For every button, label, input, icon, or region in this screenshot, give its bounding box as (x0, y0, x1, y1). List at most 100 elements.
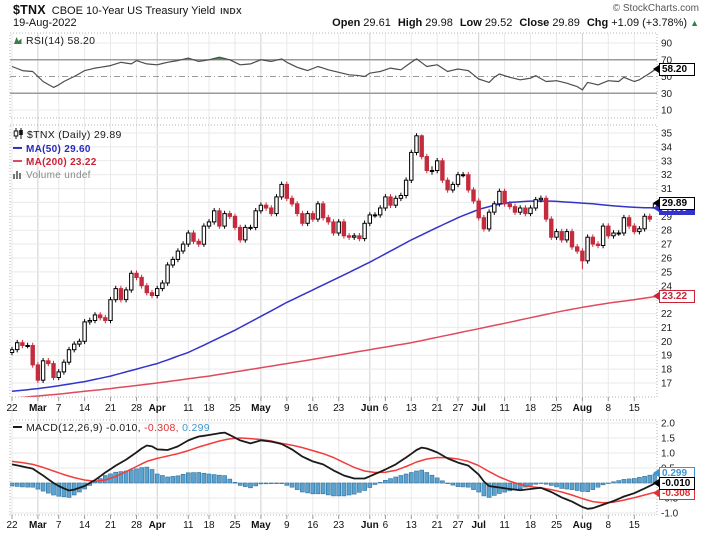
macd-hist-bar (154, 473, 160, 484)
candle-body (212, 210, 217, 223)
candle-body (383, 196, 388, 209)
candle-body (295, 203, 300, 215)
macd-hist-bar (590, 482, 596, 490)
candle-body (201, 225, 207, 245)
candle-body (103, 317, 108, 322)
candle-body (564, 231, 569, 241)
ma200-label: MA(200) 23.22 (26, 157, 97, 168)
candle-body (66, 349, 72, 363)
macd-hist-bar (611, 481, 616, 484)
candlestick-icon (13, 128, 24, 143)
x-tick-label: 13 (406, 403, 418, 414)
candle-body (72, 343, 77, 351)
macd-hist-bar (211, 474, 217, 484)
candle-body (222, 213, 227, 227)
macd-hist-bar (507, 482, 513, 492)
candle-body (538, 197, 544, 201)
x-tick-label: 23 (333, 403, 345, 414)
x-tick-label: 21 (432, 403, 444, 414)
candle-body (455, 174, 461, 185)
symbol: $TNX (13, 3, 46, 17)
volume-bars-icon (13, 170, 23, 183)
macd-hist-bar (30, 482, 36, 488)
x-tick-label: 28 (131, 520, 143, 531)
open-value: 29.61 (363, 17, 391, 29)
candle-body (445, 179, 450, 191)
macd-hist-bar (455, 482, 461, 487)
x-tick-label: 6 (383, 403, 389, 414)
price-legend-symbol-row: $TNX (Daily) 29.89 (13, 128, 122, 143)
macd-hist-bar (564, 482, 570, 490)
candle-body (40, 360, 46, 381)
x-tick-label: 28 (131, 403, 143, 414)
macd-hist-bar (320, 482, 326, 495)
x-tick-label: 11 (183, 403, 194, 414)
x-tick-label: 14 (79, 520, 91, 531)
macd-hist-bar (10, 482, 15, 487)
candle-body (450, 183, 456, 191)
macd-label: MACD(12,26,9) -0.010, (26, 422, 141, 434)
candle-body (61, 361, 67, 373)
candle-body (367, 214, 373, 224)
y-tick-label: 25 (661, 267, 673, 278)
candle-body (165, 264, 170, 284)
macd-hist-bar (434, 477, 440, 484)
macd-hist-bar (191, 472, 196, 484)
macd-hist-bar (243, 482, 248, 487)
macd-hist-bar (284, 482, 290, 486)
x-tick-label: Mar (29, 403, 47, 414)
candle-body (543, 197, 549, 220)
y-tick-label: 70 (661, 55, 673, 66)
x-tick-label: 16 (307, 520, 319, 531)
y-tick-label: 50 (661, 72, 673, 83)
macd-hist-bar (92, 481, 98, 484)
candle-body (134, 272, 139, 278)
macd-hist-bar (647, 474, 653, 484)
candle-body (315, 203, 321, 220)
macd-hist-bar (616, 480, 622, 484)
candle-body (393, 197, 398, 206)
macd-hist-bar (294, 482, 300, 490)
candle-body (46, 360, 51, 365)
candle-body (440, 160, 445, 181)
macd-hist-bar (626, 478, 632, 484)
x-tick-label: 15 (629, 403, 641, 414)
x-tick-label: Apr (149, 520, 166, 531)
macd-hist-bar (201, 472, 207, 484)
close-value: 29.89 (552, 17, 580, 29)
macd-hist-bar (305, 482, 310, 494)
candle-body (253, 210, 258, 229)
candle-body (269, 207, 274, 215)
chart-title: CBOE 10-Year US Treasury Yield (51, 5, 216, 17)
candle-body (559, 231, 564, 241)
candle-body (98, 314, 103, 319)
candle-body (528, 207, 533, 215)
macd-hist-bar (300, 482, 305, 493)
stockcharts-credit: © StockCharts.com (612, 3, 699, 14)
y-tick-label: 34 (661, 142, 673, 153)
candle-body (414, 135, 419, 154)
macd-hist-bar (481, 482, 487, 497)
candle-body (300, 213, 305, 224)
candle-body (502, 190, 507, 205)
panel-border (9, 124, 658, 398)
macd-hist-bar (279, 482, 284, 484)
candle-body (186, 232, 191, 245)
candle-body (398, 195, 404, 199)
candle-body (341, 221, 347, 237)
candle-body (289, 197, 295, 205)
macd-hist-bar (40, 482, 46, 492)
macd-hist-bar (476, 482, 482, 493)
panel-border (9, 32, 658, 119)
macd-hist-bar (440, 480, 445, 484)
macd-hist-bar (362, 482, 367, 491)
y-tick-label: 33 (661, 156, 673, 167)
macd-hist-bar (517, 482, 523, 489)
chart-date: 19-Aug-2022 (13, 17, 77, 29)
candle-body (647, 215, 652, 220)
candle-body (160, 282, 165, 290)
candle-body (77, 340, 82, 345)
x-tick-label: 11 (499, 520, 510, 531)
